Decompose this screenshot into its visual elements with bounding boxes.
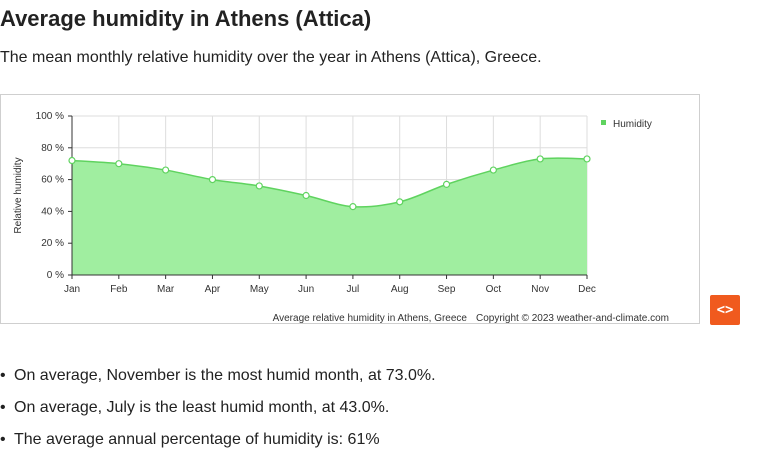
y-tick-label: 80 % (41, 143, 64, 154)
y-tick-label: 40 % (41, 206, 64, 217)
fact-item: • The average annual percentage of humidi… (0, 430, 436, 462)
data-point (115, 160, 123, 168)
data-point (489, 166, 497, 174)
embed-code-button[interactable]: <> (710, 295, 740, 325)
page-subtitle: The mean monthly relative humidity over … (0, 49, 542, 66)
x-tick-label: Oct (486, 284, 502, 295)
data-point (349, 203, 357, 211)
humidity-chart: 0 % 20 % 40 % 60 % 80 % 100 % Jan Feb Mar Apr May J… (0, 94, 700, 324)
y-tick-label: 60 % (41, 175, 64, 186)
x-tick-label: Jan (64, 284, 80, 295)
data-point (208, 175, 217, 184)
y-tick-label: 20 % (41, 238, 64, 249)
data-point (302, 191, 310, 200)
fact-item: • On average, July is the least humid mon… (0, 398, 436, 430)
fact-text: On average, November is the most humid m… (14, 367, 436, 384)
y-axis-label: Relative humidity (13, 157, 24, 233)
data-point (583, 155, 591, 163)
x-tick-label: Mar (157, 284, 175, 295)
chart-caption: Average relative humidity in Athens, Gre… (273, 313, 468, 324)
data-point (162, 166, 170, 174)
bullet-icon: • (0, 399, 6, 416)
x-tick-label: Aug (391, 284, 409, 295)
fact-text: On average, July is the least humid mont… (14, 399, 390, 416)
facts-list: • On average, November is the most humid … (0, 366, 436, 462)
chart-svg: 0 % 20 % 40 % 60 % 80 % 100 % Jan Feb Mar Apr May J… (13, 111, 669, 324)
fact-item: • On average, November is the most humid … (0, 366, 436, 398)
data-point (396, 198, 404, 206)
bullet-icon: • (0, 367, 6, 384)
data-point (68, 156, 76, 165)
y-tick-label: 100 % (36, 111, 64, 122)
humidity-area (72, 158, 587, 275)
y-tick-label: 0 % (47, 270, 64, 281)
fact-text: The average annual percentage of humidit… (14, 431, 380, 448)
legend-label: Humidity (613, 119, 652, 130)
x-tick-label: Jun (298, 284, 314, 295)
embed-code-icon: <> (716, 302, 734, 318)
data-point (442, 180, 451, 188)
x-tick-label: Nov (531, 284, 549, 295)
x-tick-label: Dec (578, 284, 596, 295)
page-title: Average humidity in Athens (Attica) (0, 6, 372, 31)
chart-copyright: Copyright © 2023 weather-and-climate.com (476, 313, 669, 324)
data-point (536, 155, 544, 163)
x-tick-label: May (250, 284, 269, 295)
x-tick-label: Feb (110, 284, 128, 295)
x-tick-label: Jul (347, 284, 360, 295)
x-tick-label: Apr (205, 284, 221, 295)
x-tick-label: Sep (438, 284, 456, 295)
bullet-icon: • (0, 431, 6, 448)
legend-swatch (601, 120, 606, 125)
data-point (255, 182, 263, 190)
humidity-line (71, 157, 588, 208)
